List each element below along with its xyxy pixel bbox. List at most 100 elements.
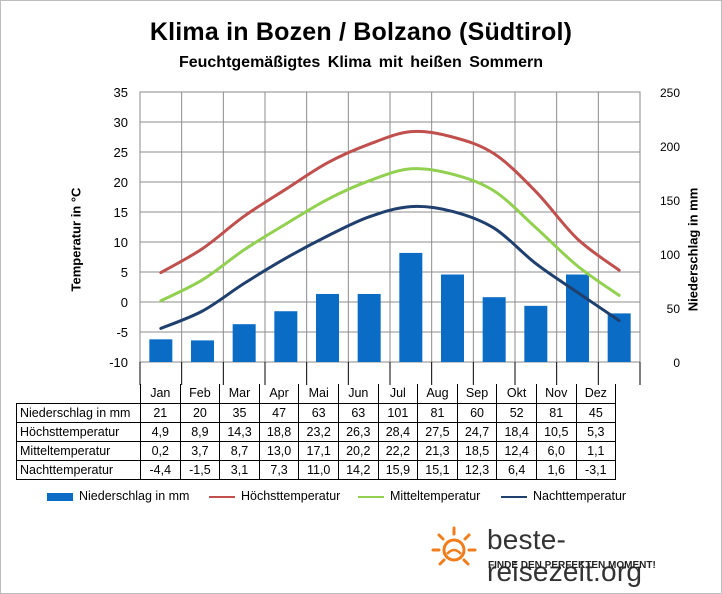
sun-icon: [431, 526, 477, 566]
table-cell: 101: [377, 402, 419, 423]
table-month: Feb: [179, 384, 221, 404]
legend-label: Mitteltemperatur: [390, 489, 481, 503]
table-cell: 3,1: [219, 459, 260, 480]
table-cell: 15,1: [417, 459, 458, 480]
y-left-tick-label: -10: [109, 355, 128, 370]
table-month: Sep: [456, 384, 498, 404]
legend-label: Niederschlag in mm: [79, 489, 190, 503]
mean-temp-line: [159, 167, 621, 303]
legend-swatch: [47, 492, 73, 501]
climate-table: Jan Feb Mar Apr Mai Jun Jul Aug Sep Okt …: [16, 384, 617, 480]
table-month: Dez: [575, 384, 617, 404]
table-cell: 24,7: [456, 421, 498, 442]
precipitation-bar: [524, 305, 548, 362]
y-right-tick-label: 100: [660, 248, 680, 262]
table-corner: [16, 384, 141, 403]
table-cell: 15,9: [377, 459, 419, 480]
table-cell: 18,4: [496, 421, 537, 442]
table-cell: 21,3: [417, 440, 458, 461]
table-cell: 22,2: [377, 440, 419, 461]
row-label: Höchsttemperatur: [16, 421, 141, 442]
table-cell: 81: [535, 402, 577, 423]
chart-title: Klima in Bozen / Bolzano (Südtirol): [149, 18, 573, 46]
table-month: Jul: [377, 384, 419, 404]
y-right-tick-label: 0: [673, 356, 680, 370]
legend-swatch: [209, 495, 235, 498]
y-left-tick-label: 15: [114, 205, 128, 220]
temperature-lines: [159, 129, 621, 330]
table-cell: 6,4: [496, 459, 537, 480]
precipitation-bar: [191, 340, 214, 362]
precipitation-bar: [316, 293, 339, 362]
table-cell: 27,5: [417, 421, 458, 442]
table-cell: 21: [140, 402, 181, 423]
table-cell: 7,3: [258, 459, 300, 480]
brand-name: beste-reisezeit.org: [487, 524, 643, 587]
y-left-tick-label: 20: [114, 175, 128, 190]
table-cell: 20,2: [337, 440, 379, 461]
table-cell: 45: [575, 402, 617, 423]
legend-swatch: [501, 495, 527, 498]
y-axis-left-label: Temperatur in °C: [68, 187, 84, 292]
table-month: Aug: [417, 384, 458, 404]
precipitation-bar: [149, 339, 173, 362]
table-cell: 63: [337, 402, 379, 423]
y-left-tick-label: 35: [114, 85, 128, 100]
y-right-tick-label: 250: [660, 86, 680, 100]
table-cell: 12,4: [496, 440, 537, 461]
table-month: Okt: [496, 384, 537, 404]
table-cell: 18,8: [258, 421, 300, 442]
table-month: Apr: [258, 384, 300, 404]
precipitation-bar: [607, 313, 631, 362]
table-cell: -4,4: [140, 459, 181, 480]
precipitation-bar: [232, 324, 256, 362]
night-temp-line: [159, 204, 621, 330]
table-cell: 52: [496, 402, 537, 423]
table-cell: 23,2: [298, 421, 339, 442]
y-right-tick-label: 150: [660, 194, 680, 208]
table-cell: 1,1: [575, 440, 617, 461]
precipitation-bar: [399, 252, 423, 362]
y-axis-right-label: Niederschlag in mm: [685, 187, 701, 312]
table-row: Niederschlag in mm 21 20 35 47 63 63 101…: [16, 402, 617, 423]
table-cell: 18,5: [456, 440, 498, 461]
table-cell: 20: [179, 402, 221, 423]
legend-swatch: [358, 495, 384, 498]
max-temp-line: [159, 129, 621, 275]
row-label: Niederschlag in mm: [16, 402, 141, 423]
table-cell: 12,3: [456, 459, 498, 480]
y-right-tick-label: 50: [667, 302, 681, 316]
table-month: Nov: [535, 384, 577, 404]
table-cell: 26,3: [337, 421, 379, 442]
y-left-tick-label: 30: [114, 115, 128, 130]
table-cell: 14,3: [219, 421, 260, 442]
table-cell: 5,3: [575, 421, 617, 442]
table-month: Jun: [337, 384, 379, 404]
row-label: Mitteltemperatur: [16, 440, 141, 461]
table-cell: 17,1: [298, 440, 339, 461]
table-cell: 81: [417, 402, 458, 423]
table-header-row: Jan Feb Mar Apr Mai Jun Jul Aug Sep Okt …: [16, 384, 617, 404]
table-cell: 13,0: [258, 440, 300, 461]
legend-item-night-temp: Nachttemperatur: [501, 489, 626, 503]
y-left-tick-label: -5: [116, 325, 128, 340]
table-cell: 60: [456, 402, 498, 423]
legend-label: Nachttemperatur: [533, 489, 627, 503]
table-month: Mai: [298, 384, 339, 404]
table-month: Jan: [140, 384, 181, 404]
table-cell: 8,9: [179, 421, 221, 442]
y-left-tick-label: 10: [114, 235, 128, 250]
precipitation-bar: [274, 311, 298, 362]
table-cell: 35: [219, 402, 260, 423]
table-cell: 10,5: [535, 421, 577, 442]
table-cell: 63: [298, 402, 339, 423]
precipitation-bar: [482, 297, 506, 362]
table-cell: 11,0: [298, 459, 339, 480]
table-cell: 6,0: [535, 440, 577, 461]
table-cell: 28,4: [377, 421, 419, 442]
table-cell: 4,9: [140, 421, 181, 442]
legend-item-mean-temp: Mitteltemperatur: [358, 489, 480, 503]
legend-item-precipitation: Niederschlag in mm: [47, 489, 189, 503]
